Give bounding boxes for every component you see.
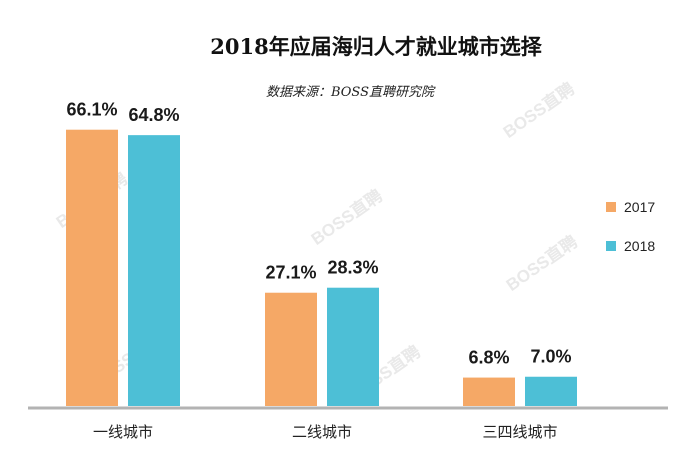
value-label: 28.3%: [327, 258, 378, 278]
legend: 2017 2018: [606, 199, 655, 254]
value-labels-group: 66.1% 64.8% 27.1% 28.3% 6.8% 7.0%: [66, 100, 571, 368]
value-label: 6.8%: [468, 348, 509, 368]
legend-swatch-2017: [606, 202, 616, 212]
watermark-text: BOSS直聘: [502, 231, 581, 295]
watermark-text: BOSS直聘: [499, 78, 578, 142]
bar-2017-1: [66, 129, 118, 406]
legend-label-2018: 2018: [624, 238, 655, 254]
legend-label-2017: 2017: [624, 199, 655, 215]
legend-swatch-2018: [606, 241, 616, 251]
chart-title: 2018年应届海归人才就业城市选择: [210, 34, 542, 59]
category-label: 一线城市: [93, 423, 153, 441]
value-label: 66.1%: [66, 100, 117, 120]
chart-subtitle: 数据来源：BOSS直聘研究院: [266, 84, 436, 100]
value-label: 27.1%: [265, 263, 316, 283]
bar-2018-3: [525, 376, 577, 406]
watermark-text: BOSS直聘: [307, 185, 386, 249]
bar-2017-2: [265, 292, 317, 406]
value-label: 7.0%: [530, 347, 571, 367]
category-labels-group: 一线城市 二线城市 三四线城市: [93, 423, 558, 441]
bar-2017-3: [463, 377, 515, 406]
bars-group: [66, 129, 577, 407]
value-label: 64.8%: [128, 105, 179, 125]
bar-2018-1: [128, 135, 180, 407]
category-label: 三四线城市: [482, 423, 557, 441]
category-label: 二线城市: [292, 423, 352, 441]
bar-2018-2: [327, 287, 379, 406]
